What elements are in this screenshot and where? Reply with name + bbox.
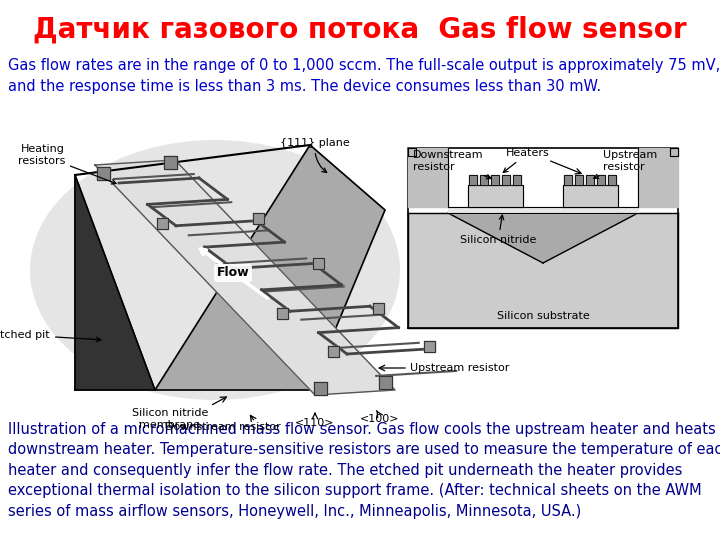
Text: Silicon nitride
membrane: Silicon nitride membrane bbox=[132, 408, 208, 430]
Polygon shape bbox=[253, 213, 264, 224]
Polygon shape bbox=[408, 148, 416, 156]
Polygon shape bbox=[564, 175, 572, 185]
Text: Silicon nitride: Silicon nitride bbox=[460, 215, 536, 245]
Polygon shape bbox=[491, 175, 499, 185]
Polygon shape bbox=[96, 166, 109, 179]
Text: Downstream resistor: Downstream resistor bbox=[165, 422, 281, 432]
Polygon shape bbox=[328, 346, 338, 357]
Polygon shape bbox=[502, 175, 510, 185]
Polygon shape bbox=[586, 175, 594, 185]
Polygon shape bbox=[468, 185, 523, 207]
Polygon shape bbox=[469, 175, 477, 185]
Text: Illustration of a micromachined mass flow sensor. Gas flow cools the upstream he: Illustration of a micromachined mass flo… bbox=[8, 422, 720, 518]
Polygon shape bbox=[313, 381, 326, 395]
Polygon shape bbox=[75, 175, 155, 390]
Text: Upstream resistor: Upstream resistor bbox=[410, 363, 509, 373]
Polygon shape bbox=[480, 175, 488, 185]
Text: <100>: <100> bbox=[360, 414, 400, 424]
Polygon shape bbox=[448, 207, 638, 213]
Text: Downstream
resistor: Downstream resistor bbox=[413, 151, 491, 179]
Text: Heating
resistors: Heating resistors bbox=[17, 144, 116, 184]
Text: {111} plane: {111} plane bbox=[280, 138, 350, 172]
Text: Flow: Flow bbox=[217, 267, 249, 280]
Text: Датчик газового потока  Gas flow sensor: Датчик газового потока Gas flow sensor bbox=[33, 16, 687, 44]
Polygon shape bbox=[95, 160, 395, 395]
Text: Gas flow rates are in the range of 0 to 1,000 sccm. The full-scale output is app: Gas flow rates are in the range of 0 to … bbox=[8, 58, 720, 94]
Polygon shape bbox=[575, 175, 582, 185]
Text: Silicon substrate: Silicon substrate bbox=[497, 311, 590, 321]
Polygon shape bbox=[448, 213, 638, 263]
Polygon shape bbox=[372, 303, 384, 314]
Text: Upstream
resistor: Upstream resistor bbox=[594, 151, 657, 178]
Polygon shape bbox=[163, 156, 176, 168]
Polygon shape bbox=[670, 148, 678, 156]
Polygon shape bbox=[379, 375, 392, 388]
Polygon shape bbox=[638, 148, 678, 207]
Text: Etched pit: Etched pit bbox=[0, 330, 101, 342]
Polygon shape bbox=[312, 258, 323, 269]
Polygon shape bbox=[408, 213, 678, 328]
Polygon shape bbox=[217, 263, 228, 274]
Text: Heaters: Heaters bbox=[503, 148, 550, 172]
Polygon shape bbox=[423, 341, 434, 352]
Polygon shape bbox=[408, 148, 448, 207]
Text: <110>: <110> bbox=[295, 418, 335, 428]
Polygon shape bbox=[563, 185, 618, 207]
Polygon shape bbox=[155, 145, 385, 390]
Polygon shape bbox=[276, 308, 287, 319]
Polygon shape bbox=[513, 175, 521, 185]
Ellipse shape bbox=[30, 140, 400, 400]
Polygon shape bbox=[156, 218, 168, 229]
Polygon shape bbox=[608, 175, 616, 185]
Polygon shape bbox=[597, 175, 605, 185]
